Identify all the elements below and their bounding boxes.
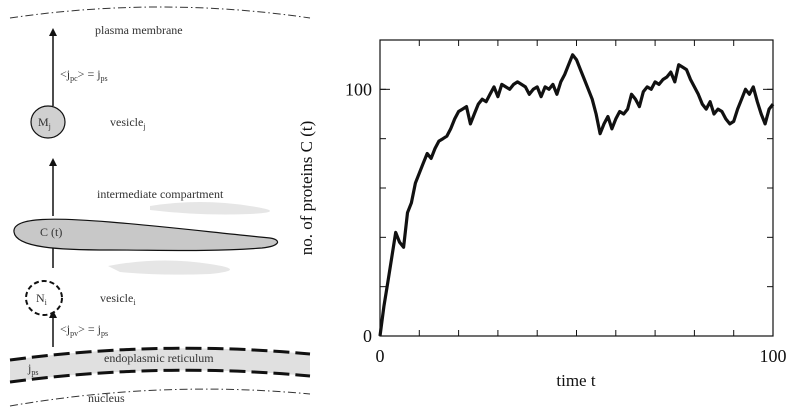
- ytick-label-0: 0: [363, 326, 372, 346]
- vesicle-j-label: vesiclej: [110, 115, 146, 131]
- nucleus-curve: [9, 388, 311, 407]
- flux-pv-label: <jpv> = jps: [60, 322, 108, 338]
- vesicle-Ni-node: [25, 280, 63, 316]
- ytick-label-100: 100: [345, 79, 372, 99]
- plasma-membrane-label: plasma membrane: [95, 23, 183, 37]
- haze-lower: [108, 260, 230, 275]
- jps-label: jps: [27, 361, 38, 377]
- compartment-Ct-shape: [13, 218, 279, 252]
- compartment-Ct-label: C (t): [40, 225, 62, 239]
- xtick-label-100: 100: [760, 346, 787, 366]
- flux-pc-label: <jpc> = jps: [60, 67, 108, 83]
- transport-diagram: plasma membrane <jpc> = jps Mj vesiclej …: [9, 6, 311, 407]
- xtick-label-0: 0: [376, 346, 385, 366]
- haze-upper: [150, 202, 270, 215]
- vesicle-Mj-node-label: Mj: [38, 115, 51, 131]
- plot-frame: [379, 39, 774, 337]
- vesicle-i-label: vesiclei: [100, 291, 136, 307]
- vesicle-Ni-node-label: Ni: [36, 291, 48, 307]
- y-axis-label: no. of proteins C (t): [297, 121, 316, 256]
- plasma-membrane-curve: [9, 6, 311, 19]
- chart: 0 100 0 100 time t no. of proteins C (t): [297, 39, 787, 390]
- intermediate-compartment-label: intermediate compartment: [97, 187, 224, 201]
- x-axis-label: time t: [556, 371, 595, 390]
- er-label: endoplasmic reticulum: [104, 351, 214, 365]
- series-line-Ct: [378, 53, 775, 337]
- tick-marks: [380, 40, 773, 337]
- vesicle-Mj-node: [30, 105, 66, 139]
- nucleus-label: nucleus: [88, 391, 125, 405]
